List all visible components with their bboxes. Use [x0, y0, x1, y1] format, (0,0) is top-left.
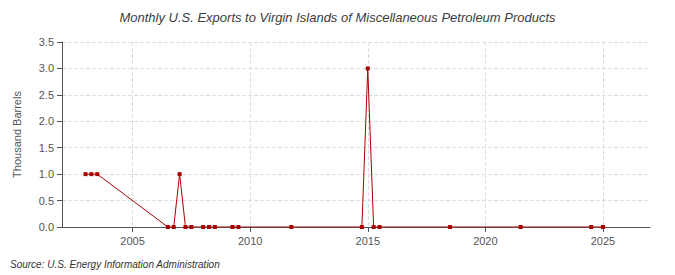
svg-text:1.5: 1.5 — [39, 142, 54, 154]
svg-text:Monthly U.S. Exports to Virgin: Monthly U.S. Exports to Virgin Islands o… — [119, 10, 556, 25]
svg-text:Thousand Barrels: Thousand Barrels — [11, 91, 23, 178]
svg-text:0.5: 0.5 — [39, 195, 54, 207]
svg-text:Source: U.S. Energy Informatio: Source: U.S. Energy Information Administ… — [10, 259, 220, 270]
svg-text:3.5: 3.5 — [39, 36, 54, 48]
svg-text:2.0: 2.0 — [39, 115, 54, 127]
svg-text:3.0: 3.0 — [39, 62, 54, 74]
svg-text:1.0: 1.0 — [39, 168, 54, 180]
svg-text:2005: 2005 — [120, 235, 144, 247]
svg-text:2025: 2025 — [591, 235, 615, 247]
svg-text:2010: 2010 — [238, 235, 262, 247]
svg-text:2.5: 2.5 — [39, 89, 54, 101]
svg-text:2020: 2020 — [473, 235, 497, 247]
svg-text:2015: 2015 — [356, 235, 380, 247]
svg-text:0.0: 0.0 — [39, 221, 54, 233]
